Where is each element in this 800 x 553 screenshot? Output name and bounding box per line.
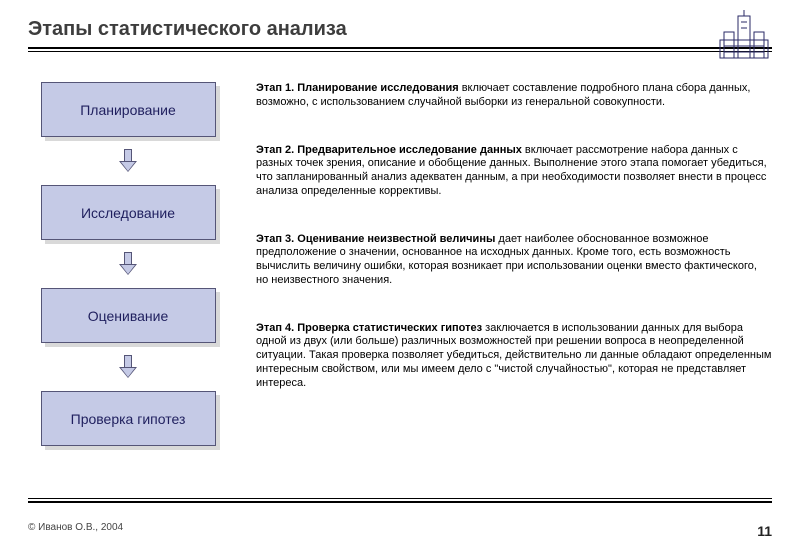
stage-evaluation: Оценивание	[41, 288, 216, 343]
footer-rule	[28, 498, 772, 511]
page-title: Этапы статистического анализа	[28, 18, 772, 41]
stage-label: Исследование	[81, 205, 175, 221]
stage-label: Оценивание	[88, 308, 169, 324]
title-rule-top	[28, 47, 772, 49]
step-1: Этап 1. Планирование исследования включа…	[256, 82, 772, 110]
stage-label: Планирование	[80, 102, 176, 118]
step-descriptions: Этап 1. Планирование исследования включа…	[256, 82, 772, 446]
arrow-3	[119, 343, 137, 391]
step-title: Этап 2. Предварительное исследование дан…	[256, 144, 522, 156]
page-number: 11	[757, 523, 772, 539]
title-rule-bottom	[28, 51, 772, 52]
step-3: Этап 3. Оценивание неизвестной величины …	[256, 233, 772, 288]
step-title: Этап 3. Оценивание неизвестной величины	[256, 233, 495, 245]
university-logo-icon	[716, 10, 772, 62]
arrow-1	[119, 137, 137, 185]
step-title: Этап 4. Проверка статистических гипотез	[256, 322, 482, 334]
step-2: Этап 2. Предварительное исследование дан…	[256, 144, 772, 199]
stage-research: Исследование	[41, 185, 216, 240]
stage-label: Проверка гипотез	[71, 411, 186, 427]
step-title: Этап 1. Планирование исследования	[256, 82, 459, 94]
stage-hypothesis: Проверка гипотез	[41, 391, 216, 446]
flow-column: Планирование Исследование Оценивание Про…	[28, 82, 228, 446]
arrow-2	[119, 240, 137, 288]
copyright: © Иванов О.В., 2004	[28, 522, 123, 533]
stage-planning: Планирование	[41, 82, 216, 137]
step-4: Этап 4. Проверка статистических гипотез …	[256, 322, 772, 391]
